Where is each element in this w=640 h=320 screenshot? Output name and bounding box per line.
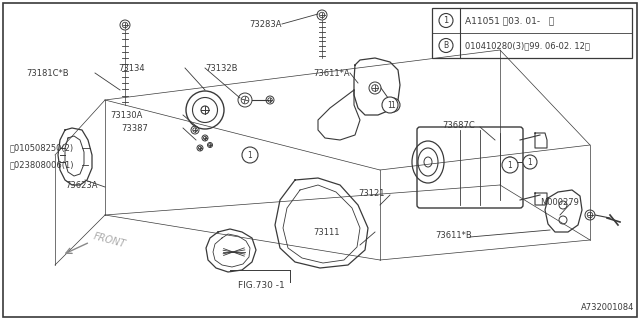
- Text: 73130A: 73130A: [111, 110, 143, 119]
- Text: 73283A: 73283A: [250, 20, 282, 28]
- Text: 1: 1: [527, 157, 532, 166]
- Text: FRONT: FRONT: [92, 231, 127, 249]
- Text: 73181C*B: 73181C*B: [26, 68, 68, 77]
- Text: 73623A: 73623A: [65, 180, 97, 189]
- Text: 1: 1: [444, 16, 449, 25]
- Text: 1: 1: [388, 100, 392, 109]
- Circle shape: [523, 155, 537, 169]
- Circle shape: [439, 13, 453, 28]
- Text: 1: 1: [390, 100, 396, 109]
- Circle shape: [502, 157, 518, 173]
- Text: 73121: 73121: [358, 188, 385, 197]
- Text: 73111: 73111: [314, 228, 340, 236]
- Text: 73134: 73134: [118, 63, 145, 73]
- Bar: [432, 8, 632, 58]
- Circle shape: [386, 98, 400, 112]
- Text: 73387: 73387: [121, 124, 148, 132]
- Text: 73611*B: 73611*B: [435, 230, 472, 239]
- Text: 1: 1: [248, 150, 252, 159]
- Text: B: B: [444, 41, 449, 50]
- Text: A11051 〃03. 01-   〉: A11051 〃03. 01- 〉: [465, 16, 554, 25]
- Text: M000279: M000279: [540, 197, 579, 206]
- Text: A732001084: A732001084: [580, 303, 634, 312]
- Text: 73132B: 73132B: [205, 63, 237, 73]
- Text: 73687C: 73687C: [442, 121, 475, 130]
- Text: FIG.730 -1: FIG.730 -1: [237, 281, 284, 290]
- Text: ⒰010508250(2): ⒰010508250(2): [10, 143, 74, 153]
- Circle shape: [382, 97, 398, 113]
- Text: 1: 1: [508, 161, 513, 170]
- Text: 73611*A: 73611*A: [314, 68, 350, 77]
- Text: Ⓝ023808006(1): Ⓝ023808006(1): [10, 161, 74, 170]
- Circle shape: [439, 38, 453, 52]
- Text: 010410280(3)〃99. 06-02. 12〉: 010410280(3)〃99. 06-02. 12〉: [465, 41, 590, 50]
- Circle shape: [242, 147, 258, 163]
